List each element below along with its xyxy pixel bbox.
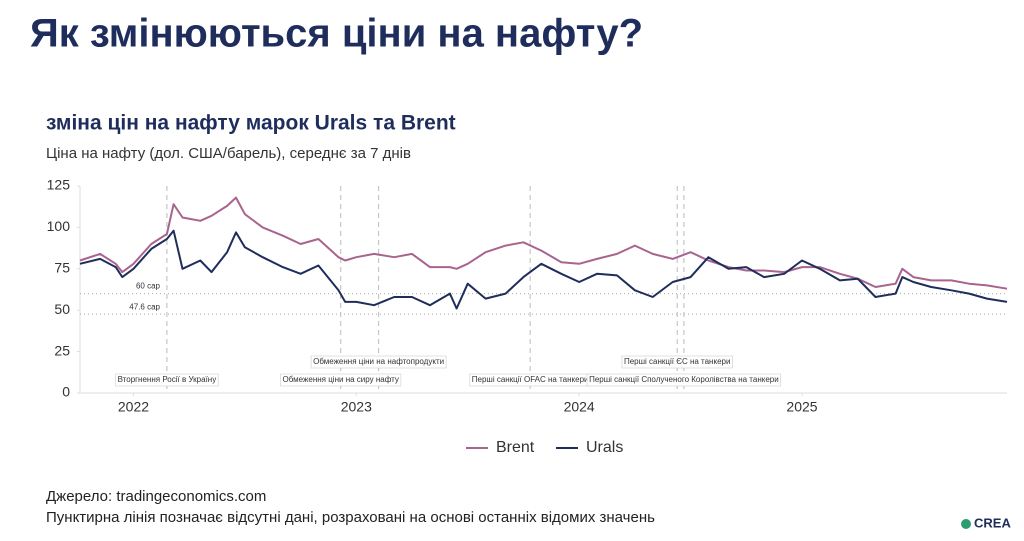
- y-tick-label: 50: [54, 301, 70, 317]
- event-label: Перші санкції OFAC на танкери: [472, 375, 589, 384]
- event-label: Перші санкції Сполученого Королівства на…: [589, 375, 779, 384]
- event-label: Обмеження ціни на нафтопродукти: [313, 357, 444, 366]
- event-label-box: [115, 373, 219, 387]
- reference-label: 47.6 cap: [129, 302, 160, 311]
- event-label-box: [280, 373, 402, 387]
- x-tick-label: 2022: [118, 399, 149, 415]
- page-title: Як змінюються ціни на нафту?: [30, 12, 643, 56]
- x-tick-label: 2024: [564, 399, 595, 415]
- chart-subtitle: Ціна на нафту (дол. США/барель), середнє…: [46, 145, 411, 162]
- event-label-box: [621, 355, 733, 369]
- event-label: Обмеження ціни на сиру нафту: [283, 375, 399, 384]
- x-tick-label: 2023: [341, 399, 372, 415]
- logo-icon: [961, 519, 971, 529]
- note: Пунктирна лінія позначає відсутні дані, …: [46, 509, 655, 526]
- event-label-box: [586, 373, 781, 387]
- logo: CREA: [974, 515, 1011, 530]
- source: Джерело: tradingeconomics.com: [46, 488, 266, 505]
- event-label-box: [310, 355, 447, 369]
- series-line: [79, 229, 1008, 310]
- legend-label: Urals: [586, 439, 623, 456]
- y-tick-label: 75: [54, 260, 70, 276]
- reference-label: 60 cap: [136, 282, 161, 291]
- x-tick-label: 2025: [786, 399, 817, 415]
- y-tick-label: 100: [47, 218, 71, 234]
- event-label: Перші санкції ЄС на танкери: [624, 357, 730, 366]
- legend-label: Brent: [496, 439, 535, 456]
- y-tick-label: 125: [47, 177, 71, 193]
- y-tick-label: 0: [62, 384, 70, 400]
- event-label: Вторгнення Росії в Україну: [118, 375, 217, 384]
- chart-title: зміна цін на нафту марок Urals та Brent: [46, 112, 456, 135]
- series-line: [79, 196, 1008, 290]
- y-tick-label: 25: [54, 342, 70, 358]
